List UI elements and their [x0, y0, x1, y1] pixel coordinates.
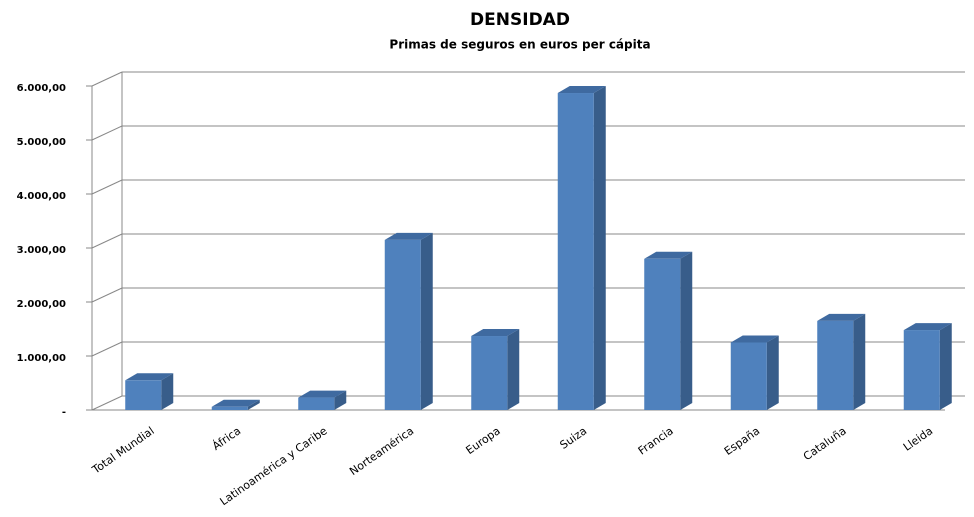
- y-tick-label: 4.000,00: [17, 191, 66, 202]
- y-tick-label: -: [62, 407, 66, 418]
- bar: [644, 258, 681, 410]
- bar: [125, 380, 162, 410]
- bar-top: [903, 323, 952, 331]
- x-tick-label: Total Mundial: [89, 424, 157, 477]
- bar-side: [161, 373, 174, 410]
- bar-top: [817, 313, 866, 321]
- x-tick-label: Cataluña: [801, 424, 849, 463]
- bar-side: [334, 390, 347, 410]
- chart-subtitle: Primas de seguros en euros per cápita: [389, 38, 650, 52]
- grid-line: [91, 341, 123, 357]
- grid-line: [91, 125, 123, 141]
- y-tick-label: 2.000,00: [17, 299, 66, 310]
- bar-top: [125, 373, 174, 381]
- x-tick-label: Lleida: [901, 424, 935, 453]
- bar: [211, 406, 248, 410]
- x-tick-label: Suiza: [558, 424, 590, 452]
- x-tick-label: España: [722, 424, 762, 458]
- bar-side: [939, 323, 952, 410]
- y-tick-label: 3.000,00: [17, 245, 66, 256]
- bar-side: [420, 232, 433, 410]
- grid-line: [91, 395, 123, 411]
- chart-title: DENSIDAD: [470, 10, 570, 30]
- bar-top: [557, 86, 606, 94]
- x-tick-label: Norteamérica: [347, 424, 416, 478]
- bar-top: [298, 390, 347, 398]
- bar: [384, 239, 421, 410]
- bar: [903, 330, 940, 410]
- bar-side: [680, 251, 693, 410]
- bar-side: [766, 335, 779, 410]
- y-tick-label: 6.000,00: [17, 83, 66, 94]
- grid-line: [91, 233, 123, 249]
- bar-top: [644, 251, 693, 259]
- bar-side: [247, 399, 260, 410]
- bar-side: [853, 313, 866, 410]
- bar: [471, 336, 508, 410]
- bar: [298, 397, 335, 410]
- bar-top: [471, 329, 520, 337]
- bar-side: [507, 329, 520, 410]
- bar-top: [211, 399, 260, 407]
- bar: [557, 93, 594, 411]
- x-tick-label: Europa: [464, 424, 503, 457]
- grid-line: [91, 287, 123, 303]
- x-tick-label: Francia: [636, 424, 676, 457]
- bar: [730, 342, 767, 410]
- grid-line: [91, 71, 123, 87]
- y-tick-label: 5.000,00: [17, 137, 66, 148]
- bar-top: [730, 335, 779, 343]
- bar: [817, 320, 854, 410]
- grid-line: [91, 179, 123, 195]
- y-tick-label: 1.000,00: [17, 353, 66, 364]
- x-tick-label: África: [210, 424, 243, 453]
- bar-side: [593, 86, 606, 411]
- bar-top: [384, 232, 433, 240]
